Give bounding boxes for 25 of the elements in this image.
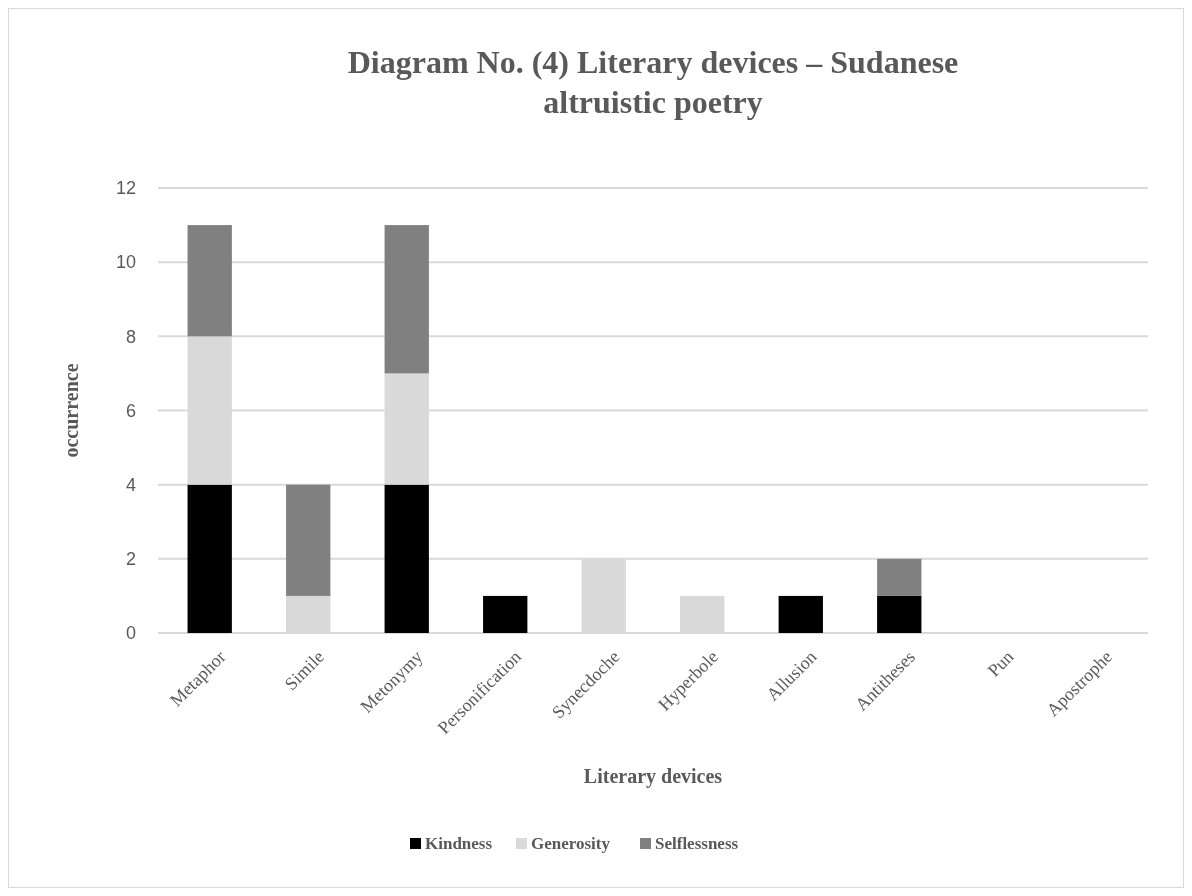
bar	[286, 595, 331, 633]
bar	[187, 225, 232, 337]
bar	[877, 558, 922, 596]
y-tick-label: 12	[115, 178, 136, 199]
y-tick-label: 10	[115, 252, 136, 273]
bar	[680, 595, 725, 633]
y-tick-label: 4	[125, 474, 136, 495]
chart-title: Diagram No. (4) Literary devices – Sudanese altruistic poetry	[347, 44, 959, 120]
y-tick-label: 8	[125, 326, 136, 347]
bar	[778, 595, 823, 633]
y-tick-label: 6	[125, 400, 136, 421]
bar	[187, 484, 232, 633]
legend-label: Kindness	[425, 834, 493, 853]
bar	[877, 595, 922, 633]
y-tick-label: 0	[125, 623, 136, 644]
x-tick-label: Pun	[983, 646, 1018, 681]
x-axis-title: Literary devices	[583, 765, 723, 788]
legend-label: Selflessness	[655, 834, 739, 853]
y-axis-title: occurrence	[60, 363, 82, 458]
bar	[384, 484, 429, 633]
legend-label: Generosity	[531, 834, 611, 853]
bar	[483, 595, 528, 633]
bar	[384, 225, 429, 374]
bar	[286, 484, 331, 596]
y-tick-label: 2	[125, 549, 136, 570]
